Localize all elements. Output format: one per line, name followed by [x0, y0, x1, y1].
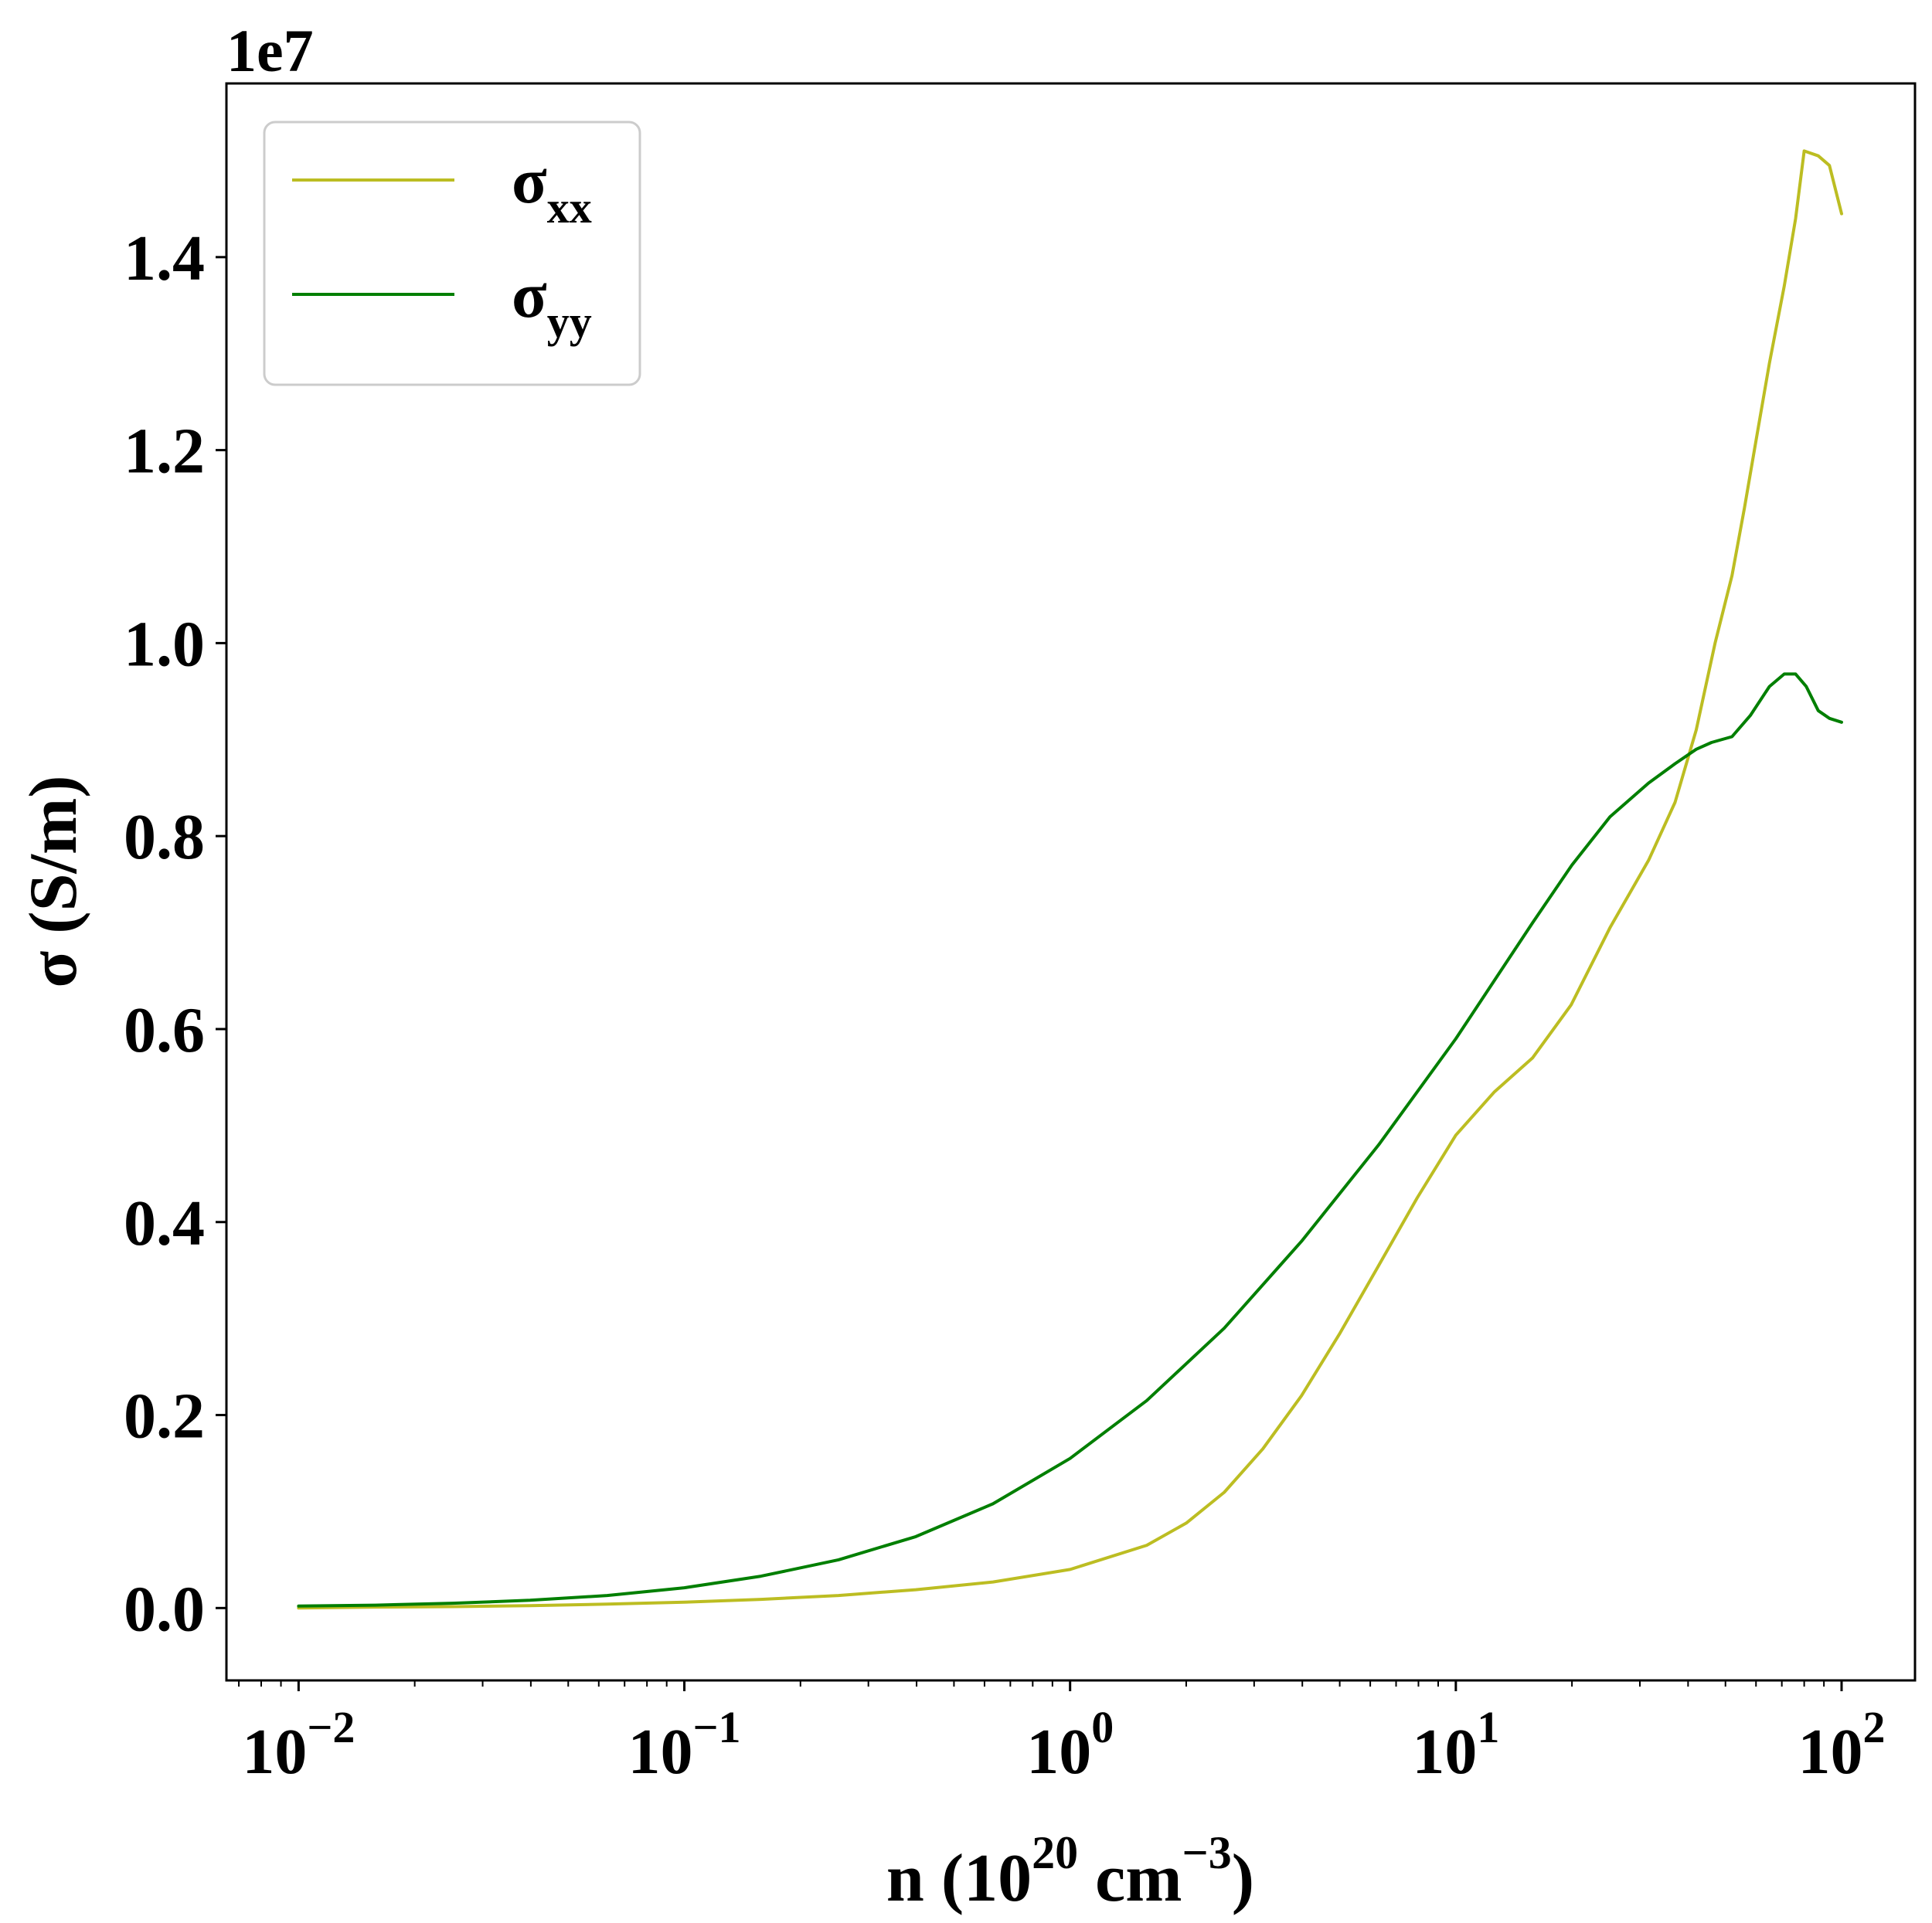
- series-layer: [297, 149, 1843, 1610]
- legend-label-sigma-yy-base: σ: [512, 260, 547, 331]
- x-axis-label-exp2: −3: [1182, 1827, 1232, 1878]
- x-minor-ticks: [238, 1680, 1825, 1687]
- y-axis-label: σ (S/m): [16, 775, 91, 987]
- x-axis-label-exp1: 20: [1032, 1827, 1078, 1878]
- x-axis-label-base: n (10: [886, 1841, 1032, 1916]
- legend-label-sigma-xx-sub: xx: [547, 182, 592, 233]
- y-tick-label: 0.6: [124, 994, 205, 1066]
- legend-label-sigma-yy: σyy: [512, 260, 592, 347]
- x-tick-label: 100: [1026, 1702, 1114, 1788]
- legend-label-sigma-xx-base: σ: [512, 145, 547, 217]
- x-axis-label-mid: cm: [1078, 1841, 1182, 1916]
- series-line-sigma-yy: [297, 672, 1843, 1608]
- y-tick-label: 0.4: [124, 1187, 205, 1259]
- x-axis-label-end: ): [1232, 1841, 1254, 1916]
- x-tick-label: 101: [1412, 1702, 1499, 1788]
- legend: σxx σyy: [263, 121, 641, 386]
- x-ticks: 10−2 10−1 100 101 102: [242, 1680, 1885, 1788]
- x-tick-label: 102: [1798, 1702, 1885, 1788]
- legend-label-sigma-xx: σxx: [512, 145, 592, 233]
- series-line-sigma-xx: [297, 149, 1843, 1610]
- y-tick-label: 0.0: [124, 1573, 205, 1645]
- x-tick-label: 10−2: [242, 1702, 355, 1788]
- y-tick-label: 1.0: [124, 608, 205, 680]
- y-tick-label: 1.4: [124, 223, 205, 294]
- y-tick-label: 0.2: [124, 1381, 205, 1452]
- legend-label-sigma-yy-sub: yy: [547, 297, 592, 347]
- y-offset-label: 1e7: [226, 17, 314, 84]
- y-ticks: 0.0 0.2 0.4 0.6 0.8 1.0 1.2 1.4: [124, 223, 226, 1645]
- legend-box: [263, 121, 641, 386]
- y-tick-label: 0.8: [124, 801, 205, 873]
- x-tick-label: 10−1: [628, 1702, 741, 1788]
- x-axis-label: n (1020 cm−3): [886, 1827, 1254, 1916]
- y-tick-label: 1.2: [124, 416, 205, 488]
